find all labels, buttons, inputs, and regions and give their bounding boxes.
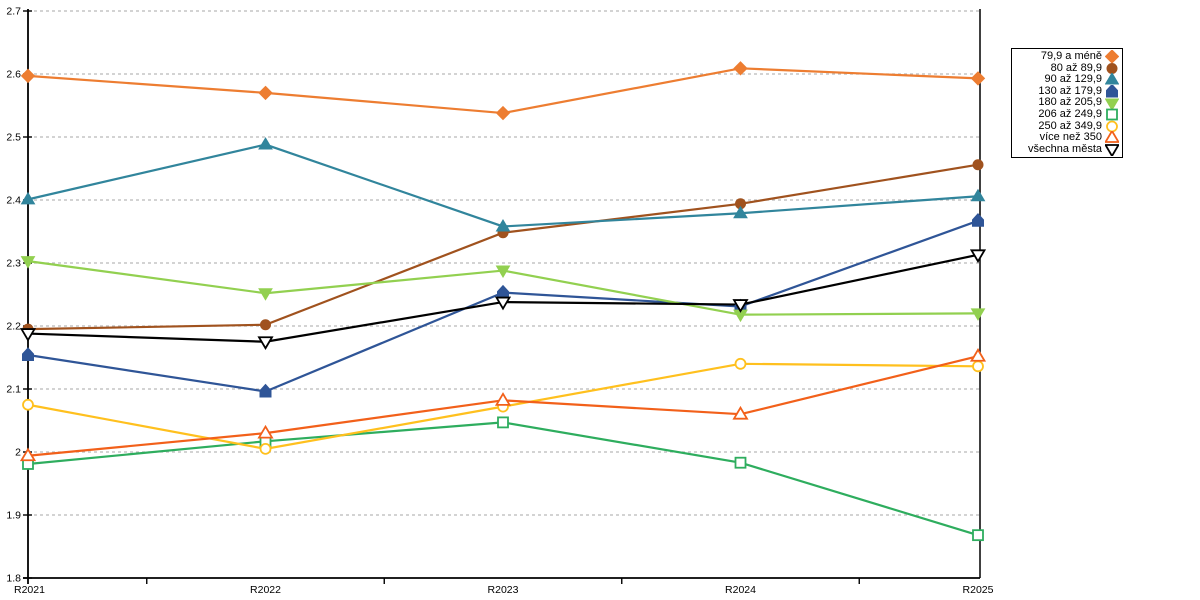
series-marker-7 — [969, 347, 987, 362]
series-marker-7 — [19, 447, 37, 462]
x-tick-label: R2023 — [488, 584, 519, 596]
y-tick-label: 1.8 — [6, 573, 21, 585]
triangle-up-legend-marker-icon — [1105, 131, 1119, 144]
x-tick-label: R2022 — [250, 584, 281, 596]
legend-item-8: všechna města — [1014, 142, 1119, 157]
legend-item-5: 206 až 249,9 — [1014, 107, 1119, 121]
series-marker-5 — [497, 416, 509, 429]
series-marker-2 — [495, 218, 511, 232]
legend-label: 206 až 249,9 — [1038, 107, 1102, 120]
y-tick-label: 2.1 — [6, 384, 21, 396]
series-markers — [19, 61, 987, 542]
series-marker-0 — [970, 71, 986, 86]
legend-item-0: 79,9 a méně — [1014, 50, 1119, 64]
legend-item-3: 130 až 179,9 — [1014, 84, 1119, 98]
series-marker-4 — [258, 288, 273, 301]
legend-label: 130 až 179,9 — [1038, 84, 1102, 97]
y-tick-label: 2.5 — [6, 132, 21, 144]
y-tick-label: 2.2 — [6, 321, 21, 333]
series-marker-5 — [734, 456, 747, 469]
series-marker-8 — [494, 296, 512, 311]
series-marker-8 — [257, 336, 274, 351]
series-line-2 — [27, 143, 979, 228]
series-marker-8 — [19, 328, 37, 342]
series-marker-1 — [972, 159, 984, 171]
series-marker-6 — [972, 360, 984, 373]
series-marker-2 — [970, 188, 986, 202]
legend-label: 250 až 349,9 — [1038, 119, 1102, 132]
legend-label: všechna města — [1028, 142, 1102, 155]
legend-label: 79,9 a méně — [1040, 50, 1102, 62]
series-marker-6 — [22, 398, 34, 411]
series-marker-0 — [258, 85, 273, 101]
series-marker-7 — [732, 405, 749, 420]
y-tick-label: 2.4 — [6, 195, 21, 207]
series-marker-8 — [732, 299, 749, 313]
y-tick-label: 2 — [15, 447, 21, 459]
series-marker-3 — [972, 213, 984, 227]
series-line-5 — [27, 421, 979, 537]
legend-item-4: 180 až 205,9 — [1014, 96, 1119, 110]
series-marker-3 — [22, 347, 34, 361]
legend-label: 90 až 129,9 — [1044, 73, 1103, 86]
pentagon-legend-marker-icon — [1106, 85, 1118, 98]
legend-label: 80 až 89,9 — [1050, 61, 1102, 74]
legend-label: více než 350 — [1039, 131, 1102, 144]
triangle-down-legend-marker-icon — [1105, 144, 1119, 157]
series-marker-4 — [970, 308, 986, 321]
series-marker-6 — [734, 357, 747, 370]
triangle-down-legend-marker-icon — [1105, 98, 1119, 110]
series-marker-1 — [260, 319, 271, 331]
y-tick-label: 2.7 — [6, 6, 21, 18]
series-marker-5 — [972, 529, 984, 542]
series-marker-2 — [258, 137, 273, 150]
y-tick-label: 2.6 — [6, 69, 21, 81]
series-marker-8 — [969, 249, 987, 264]
legend-label: 180 až 205,9 — [1038, 96, 1102, 109]
y-tick-label: 1.9 — [6, 510, 21, 522]
series-marker-3 — [497, 284, 509, 299]
series-marker-4 — [495, 265, 511, 279]
x-tick-label: R2021 — [14, 584, 45, 596]
series-marker-7 — [257, 424, 274, 439]
square-legend-marker-icon — [1106, 108, 1118, 121]
series-marker-3 — [259, 383, 272, 398]
legend-box: 79,9 a méně 80 až 89,9 90 až 129,9 130 až 1… — [1011, 48, 1123, 159]
x-tick-label: R2024 — [725, 584, 756, 596]
series-marker-0 — [20, 68, 36, 84]
y-tick-label: 2.3 — [6, 258, 21, 270]
axes — [23, 9, 981, 584]
series-marker-0 — [495, 105, 511, 121]
series-marker-0 — [733, 61, 748, 76]
series-marker-4 — [20, 256, 36, 269]
series-marker-2 — [20, 191, 36, 205]
x-tick-label: R2025 — [963, 584, 994, 596]
axis-tick-labels: 1.8 1.9 2 2.1 2.2 2.3 2.4 2.5 2.6 2.7 R2021 R2022 R2… — [6, 6, 993, 597]
diamond-legend-marker-icon — [1105, 50, 1119, 64]
series-marker-2 — [733, 205, 748, 219]
series-marker-7 — [494, 392, 512, 406]
legend-item-7: více než 350 — [1014, 131, 1119, 144]
series-marker-6 — [259, 442, 272, 455]
